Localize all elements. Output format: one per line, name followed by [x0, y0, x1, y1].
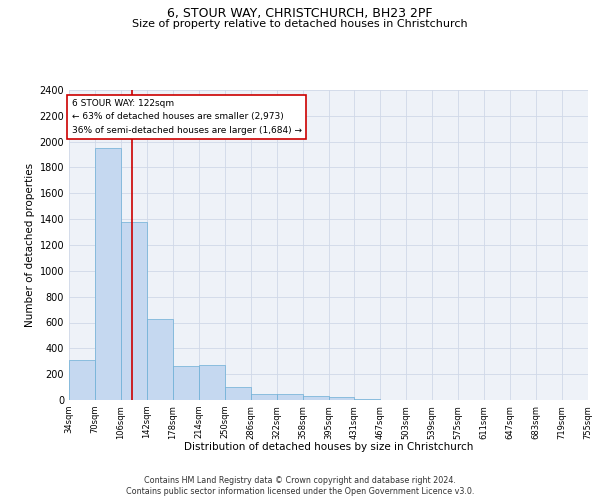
Bar: [329, 397, 355, 400]
Y-axis label: Number of detached properties: Number of detached properties: [25, 163, 35, 327]
Bar: [225, 387, 251, 400]
Bar: [251, 394, 277, 400]
Bar: [199, 365, 224, 400]
Bar: [95, 148, 121, 400]
Text: Contains HM Land Registry data © Crown copyright and database right 2024.: Contains HM Land Registry data © Crown c…: [144, 476, 456, 485]
Bar: [277, 394, 302, 400]
Bar: [69, 360, 95, 400]
Text: 6 STOUR WAY: 122sqm
← 63% of detached houses are smaller (2,973)
36% of semi-det: 6 STOUR WAY: 122sqm ← 63% of detached ho…: [72, 100, 302, 134]
Text: Distribution of detached houses by size in Christchurch: Distribution of detached houses by size …: [184, 442, 473, 452]
Bar: [121, 222, 147, 400]
Bar: [173, 366, 199, 400]
Bar: [147, 318, 173, 400]
Text: 6, STOUR WAY, CHRISTCHURCH, BH23 2PF: 6, STOUR WAY, CHRISTCHURCH, BH23 2PF: [167, 8, 433, 20]
Text: Size of property relative to detached houses in Christchurch: Size of property relative to detached ho…: [132, 19, 468, 29]
Bar: [302, 396, 329, 400]
Text: Contains public sector information licensed under the Open Government Licence v3: Contains public sector information licen…: [126, 488, 474, 496]
